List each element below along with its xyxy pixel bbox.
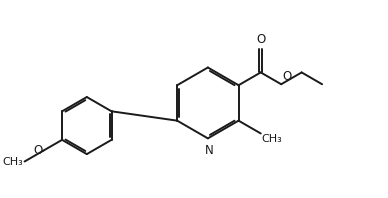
Text: O: O (33, 144, 42, 157)
Text: N: N (204, 144, 213, 157)
Text: CH₃: CH₃ (262, 134, 282, 144)
Text: O: O (282, 70, 291, 83)
Text: O: O (256, 33, 265, 46)
Text: CH₃: CH₃ (3, 156, 24, 167)
